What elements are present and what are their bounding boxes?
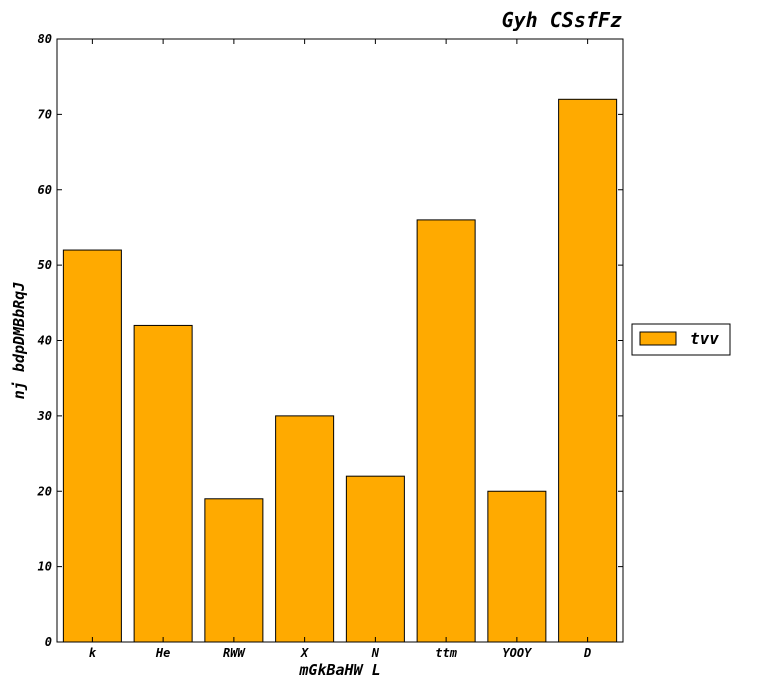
bar-k (62, 249, 122, 643)
bar-N (345, 475, 405, 643)
legend-swatch-tvv (639, 331, 677, 346)
y-tick-label-10: 10 (38, 560, 52, 574)
bars-group (62, 98, 618, 643)
legend: tvv (631, 323, 731, 356)
legend-label-tvv: tvv (690, 329, 719, 348)
bar-RWW (204, 498, 264, 643)
y-axis: 0 10 20 30 40 50 60 70 80 (37, 32, 623, 649)
x-tick-label-RWW: RWW (223, 646, 246, 660)
bar-YOOY (487, 490, 547, 643)
x-axis-label: mGkBaHW L (298, 661, 380, 679)
x-tick-label-He: He (155, 646, 170, 660)
bar-He (133, 324, 193, 643)
bar-X (275, 415, 335, 643)
bar-ttm (416, 219, 476, 643)
x-tick-label-k: k (89, 646, 97, 660)
y-tick-label-40: 40 (38, 334, 52, 348)
y-axis-label: nj bdpDMBbRqJ (10, 282, 28, 399)
y-tick-label-0: 0 (45, 635, 52, 649)
x-tick-label-YOOY: YOOY (502, 646, 532, 660)
x-tick-label-ttm: ttm (435, 646, 457, 660)
x-tick-label-N: N (371, 646, 380, 660)
y-tick-label-20: 20 (37, 484, 52, 498)
y-tick-label-70: 70 (38, 107, 52, 121)
x-tick-label-X: X (300, 646, 309, 660)
y-tick-label-60: 60 (38, 183, 52, 197)
y-tick-label-80: 80 (38, 32, 52, 46)
bar-D (558, 98, 618, 643)
plot-frame (56, 38, 624, 643)
y-tick-label-50: 50 (38, 258, 52, 272)
x-tick-label-D: D (583, 646, 591, 660)
chart-title: Gyh CSsfFz (502, 8, 622, 32)
y-tick-label-30: 30 (37, 409, 52, 423)
